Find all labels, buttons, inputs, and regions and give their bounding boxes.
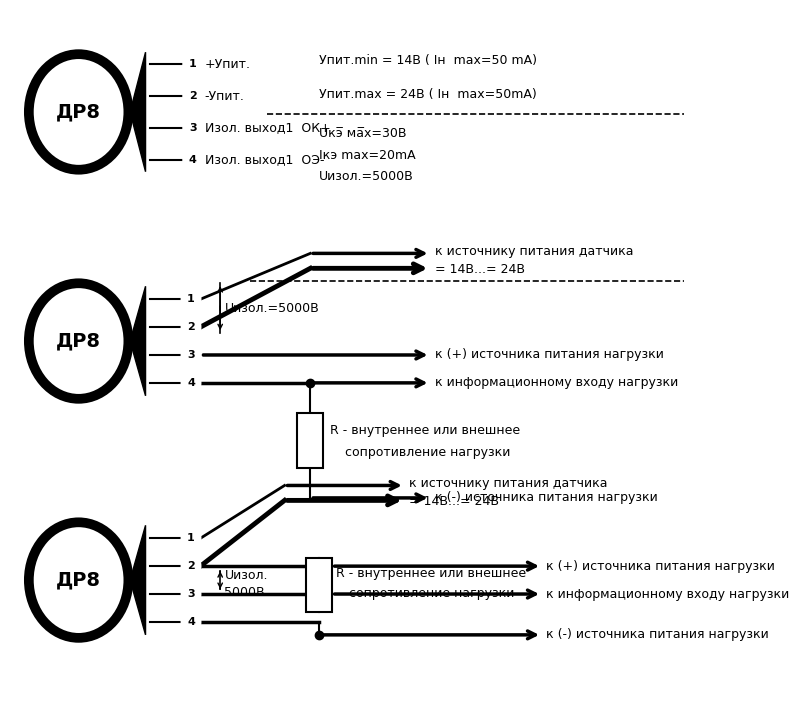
Text: 1: 1: [187, 294, 195, 304]
Text: Изол. выход1  ОК+: Изол. выход1 ОК+: [204, 121, 331, 135]
Circle shape: [182, 344, 200, 366]
Text: сопротивление нагрузки: сопротивление нагрузки: [345, 446, 510, 459]
Text: к (+) источника питания нагрузки: к (+) источника питания нагрузки: [435, 348, 663, 362]
Text: к источнику питания датчика: к источнику питания датчика: [409, 477, 608, 490]
Text: 2: 2: [187, 561, 195, 571]
Polygon shape: [130, 525, 146, 635]
Text: = 14В...= 24В: = 14В...= 24В: [409, 495, 499, 508]
Text: -Упит.: -Упит.: [204, 90, 245, 102]
Text: 3: 3: [188, 350, 195, 360]
Text: к (-) источника питания нагрузки: к (-) источника питания нагрузки: [435, 491, 658, 505]
Text: к информационному входу нагрузки: к информационному входу нагрузки: [547, 587, 790, 601]
Text: к источнику питания датчика: к источнику питания датчика: [435, 245, 634, 258]
Text: = 14В...= 24В: = 14В...= 24В: [435, 263, 525, 275]
Text: +Упит.: +Упит.: [204, 57, 250, 71]
Circle shape: [182, 288, 200, 310]
Circle shape: [184, 85, 202, 107]
Circle shape: [184, 149, 202, 171]
Text: Ікэ max=20mA: Ікэ max=20mA: [319, 149, 415, 162]
Text: сопротивление нагрузки: сопротивление нагрузки: [349, 587, 514, 599]
Text: 4: 4: [189, 155, 196, 165]
Text: 2: 2: [187, 322, 195, 332]
Text: ДР8: ДР8: [56, 102, 101, 121]
Text: 3: 3: [189, 123, 196, 133]
Text: Uизол.=5000В: Uизол.=5000В: [319, 170, 414, 183]
Text: ДР8: ДР8: [56, 332, 101, 350]
Text: 4: 4: [187, 617, 195, 627]
Circle shape: [182, 611, 200, 633]
Text: 5000В: 5000В: [225, 585, 265, 599]
Text: к (+) источника питания нагрузки: к (+) источника питания нагрузки: [547, 559, 775, 573]
Polygon shape: [130, 286, 146, 396]
Text: к (-) источника питания нагрузки: к (-) источника питания нагрузки: [547, 628, 769, 641]
Text: 1: 1: [189, 59, 196, 69]
Text: 2: 2: [189, 91, 196, 101]
Text: Uизол.: Uизол.: [225, 569, 268, 582]
Text: R - внутреннее или внешнее: R - внутреннее или внешнее: [330, 424, 520, 437]
Circle shape: [184, 53, 202, 75]
Text: Изол. выход1  ОЭ-: Изол. выход1 ОЭ-: [204, 154, 324, 166]
Text: Упит.max = 24В ( Ін  max=50mА): Упит.max = 24В ( Ін max=50mА): [319, 88, 537, 100]
Bar: [297, 414, 323, 468]
Text: 1: 1: [187, 533, 195, 543]
Circle shape: [184, 117, 202, 139]
Text: 4: 4: [187, 378, 195, 388]
Circle shape: [182, 555, 200, 577]
Text: ДР8: ДР8: [56, 571, 101, 590]
Text: 3: 3: [188, 589, 195, 599]
Circle shape: [182, 527, 200, 549]
Text: Uкэ̅ ма̅х=30В: Uкэ̅ ма̅х=30В: [319, 128, 407, 140]
Circle shape: [182, 583, 200, 605]
Text: R - внутреннее или внешнее: R - внутреннее или внешнее: [336, 566, 526, 580]
Circle shape: [182, 372, 200, 394]
Circle shape: [182, 316, 200, 338]
Text: Uизол.=5000В: Uизол.=5000В: [225, 301, 320, 315]
Polygon shape: [130, 52, 146, 172]
Text: Упит.min = 14В ( Ін  max=50 mА): Упит.min = 14В ( Ін max=50 mА): [319, 54, 537, 67]
Text: к информационному входу нагрузки: к информационному входу нагрузки: [435, 376, 678, 389]
Bar: [306, 558, 332, 613]
